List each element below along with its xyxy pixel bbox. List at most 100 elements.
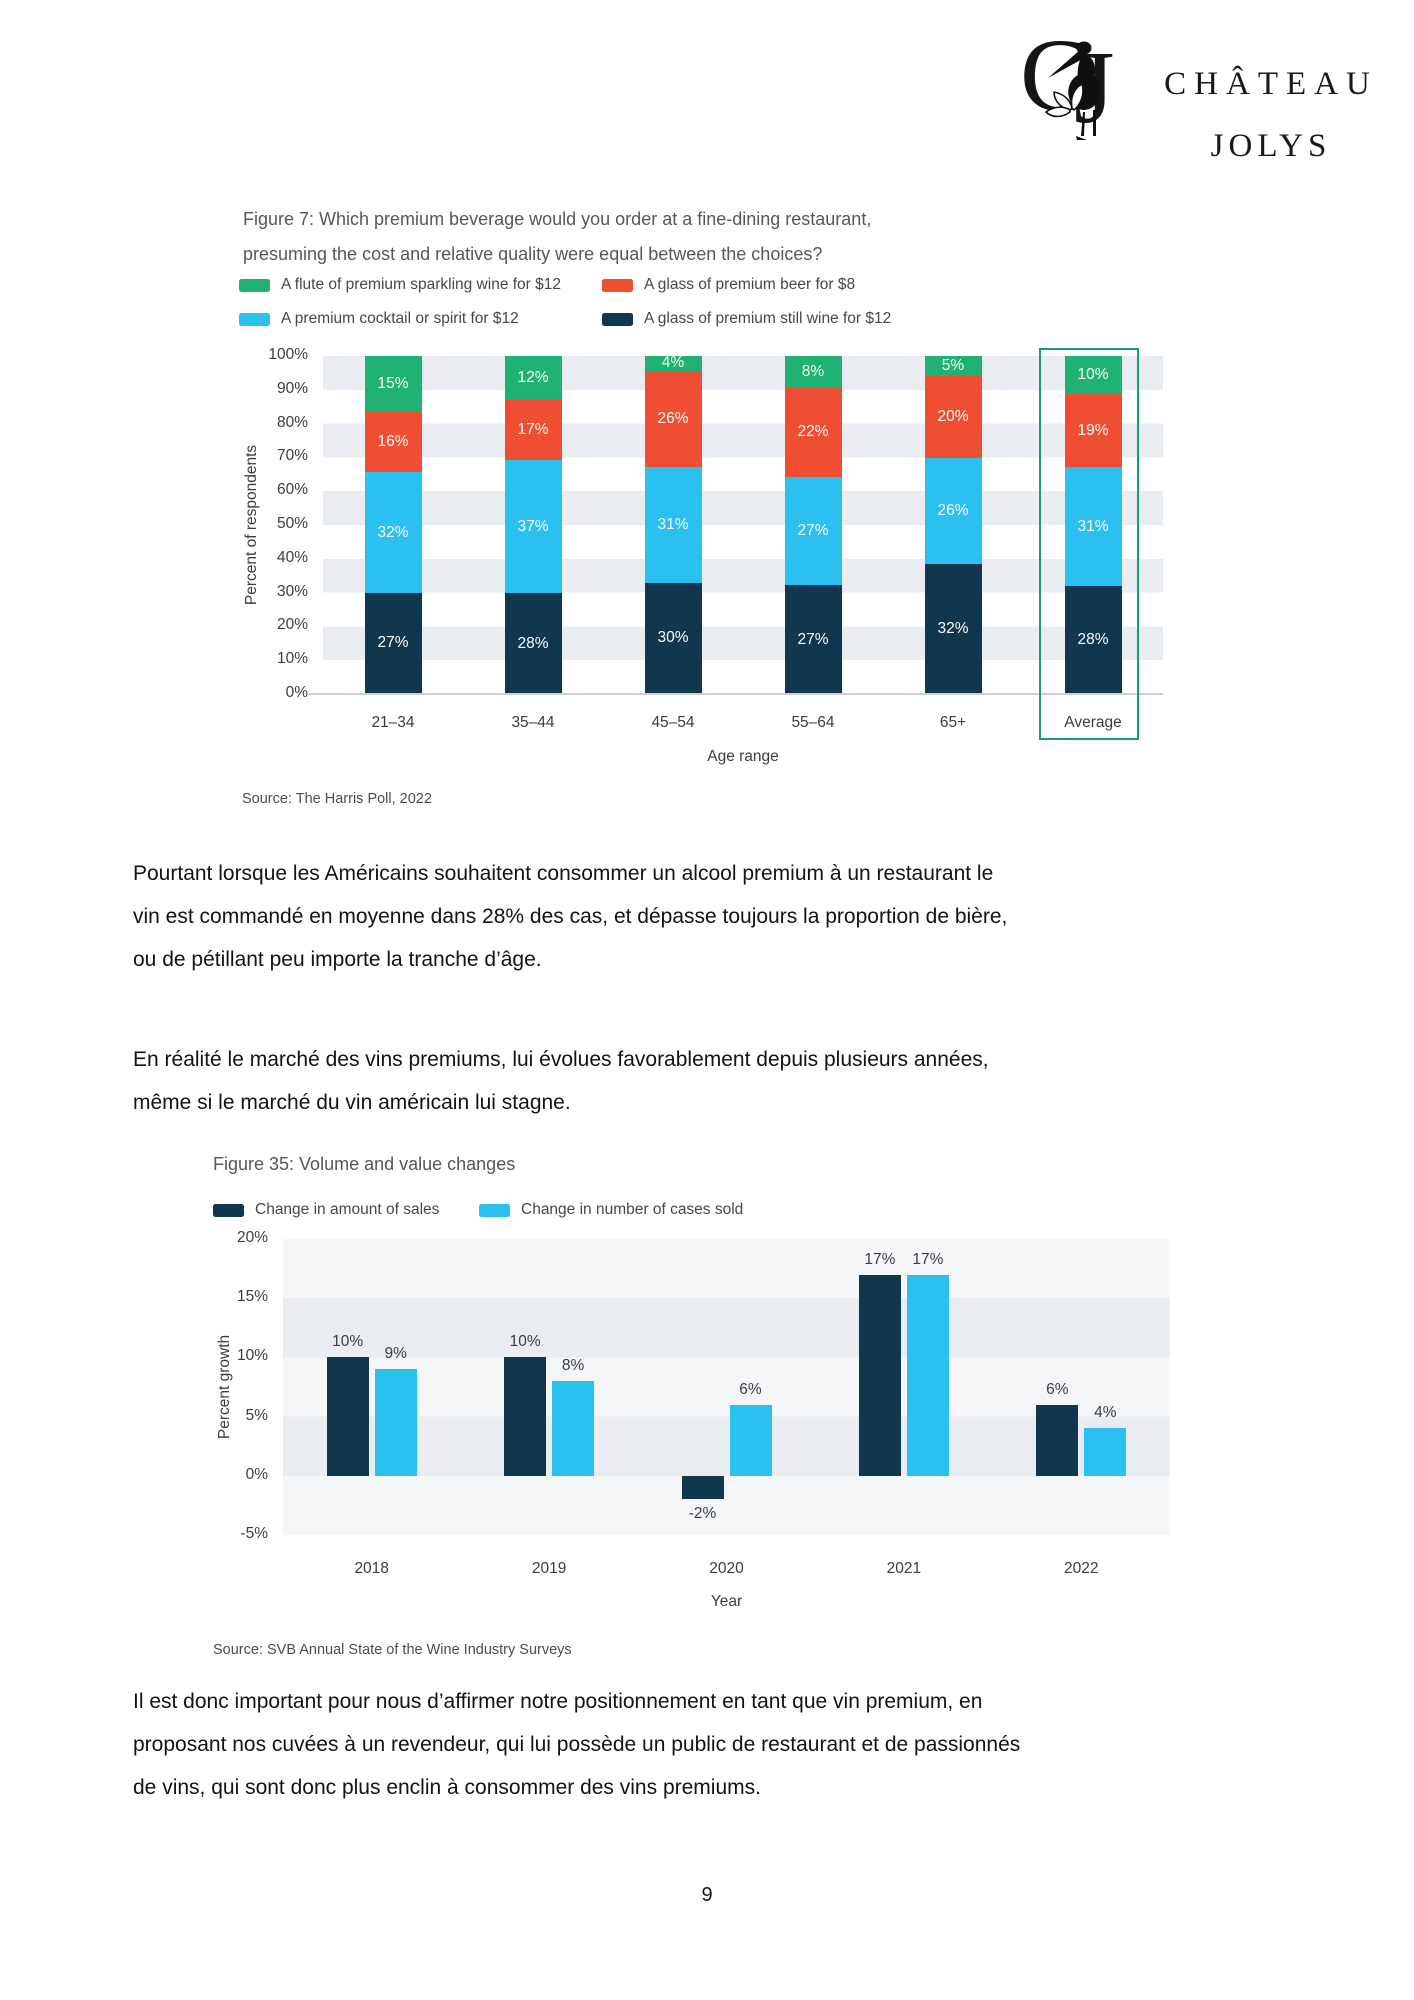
fig7-segment-value-label: 15% <box>377 375 409 393</box>
fig7-bar-segment: 5% <box>924 356 982 377</box>
fig7-ytick-label: 20% <box>276 616 308 634</box>
legend-item: A glass of premium beer for $8 <box>602 276 855 294</box>
legend-item: A glass of premium still wine for $12 <box>602 310 891 328</box>
fig7-bar-segment: 10% <box>1064 356 1122 395</box>
fig7-segment-value-label: 37% <box>517 517 549 535</box>
figure35-grouped-bar-chart: 20% 15% 10% 5% 0% -5% Percent growth 10% 9% 2018 1… <box>216 1229 1170 1610</box>
paragraph-line: Il est donc important pour nous d’affirm… <box>133 1690 983 1713</box>
fig7-segment-value-label: 31% <box>1077 517 1109 535</box>
figure7-legend: A flute of premium sparkling wine for $1… <box>239 276 1139 346</box>
paragraph-line: En réalité le marché des vins premiums, … <box>133 1048 989 1071</box>
fig7-segment-value-label: 4% <box>661 354 685 372</box>
figure35-source: Source: SVB Annual State of the Wine Ind… <box>213 1642 572 1658</box>
fig35-bar <box>906 1274 949 1476</box>
fig7-bar-segment: 32% <box>924 563 982 694</box>
fig35-value-label: 17% <box>864 1250 896 1268</box>
lotus-icon <box>1045 83 1084 118</box>
paragraph-line: ou de pétillant peu importe la tranche d… <box>133 948 542 971</box>
fig7-segment-value-label: 16% <box>377 433 409 451</box>
fig7-segment-value-label: 32% <box>377 523 409 541</box>
fig35-value-label: 9% <box>384 1345 407 1363</box>
fig7-bar-segment: 26% <box>924 457 982 564</box>
fig7-xtick-label: Average <box>1064 714 1122 731</box>
fig7-segment-value-label: 30% <box>657 629 689 647</box>
fig35-xtick-label: 2021 <box>886 1560 922 1577</box>
fig7-ytick-label: 70% <box>276 447 308 465</box>
chateau-jolys-logo: C J CHÂTEAU JOLYS <box>1024 26 1394 164</box>
fig7-segment-value-label: 31% <box>657 515 689 533</box>
fig7-ytick-label: 90% <box>276 379 308 397</box>
figure35-legend: Change in amount of sales Change in numbe… <box>213 1201 1113 1231</box>
fig35-bar <box>326 1357 369 1476</box>
fig7-ytick-label: 80% <box>276 413 308 431</box>
fig7-segment-value-label: 26% <box>937 501 969 519</box>
fig35-value-label: 6% <box>739 1380 762 1398</box>
fig7-ytick-label: 30% <box>276 582 308 600</box>
fig7-segment-value-label: 27% <box>377 634 409 652</box>
fig35-value-label: 4% <box>1094 1404 1117 1422</box>
logo-text-chateau: CHÂTEAU <box>1164 66 1378 102</box>
fig35-bar <box>504 1357 547 1476</box>
fig35-bar <box>858 1274 901 1476</box>
fig7-bar-segment: 8% <box>784 356 842 389</box>
fig7-xtick-label: 45–54 <box>651 714 695 731</box>
fig35-y-axis-title: Percent growth <box>216 1334 233 1440</box>
fig35-bar <box>1036 1404 1079 1476</box>
fig7-bar-segment: 26% <box>644 370 702 468</box>
fig35-value-label: 17% <box>912 1250 944 1268</box>
fig35-xtick-label: 2022 <box>1064 1560 1099 1577</box>
fig35-ytick-label: 20% <box>236 1229 268 1246</box>
fig7-bar-segment: 27% <box>784 585 842 694</box>
fig35-ytick-label: 0% <box>245 1465 268 1483</box>
fig7-segment-value-label: 17% <box>517 420 549 438</box>
fig7-bar-segment: 17% <box>504 399 562 461</box>
paragraph-line: vin est commandé en moyenne dans 28% des… <box>133 905 1008 928</box>
fig7-ytick-label: 60% <box>276 481 308 499</box>
fig7-segment-value-label: 26% <box>657 410 689 428</box>
fig35-value-label: 8% <box>561 1357 585 1375</box>
legend-swatch-icon <box>602 278 633 292</box>
fig35-bar <box>1084 1428 1127 1476</box>
legend-label: A premium cocktail or spirit for $12 <box>281 310 519 327</box>
legend-label: A glass of premium beer for $8 <box>644 276 856 293</box>
fig7-segment-value-label: 20% <box>937 408 969 426</box>
fig7-segment-value-label: 28% <box>517 634 549 652</box>
paragraph-3: Il est donc important pour nous d’affirm… <box>133 1680 1303 1809</box>
fig7-bar-segment: 32% <box>364 472 422 593</box>
fig35-bar <box>681 1475 724 1500</box>
fig7-bar-segment: 28% <box>1064 586 1122 694</box>
fig7-xtick-label: 21–34 <box>371 714 415 731</box>
fig7-segment-value-label: 32% <box>937 619 969 637</box>
page-number: 9 <box>701 1884 713 1906</box>
fig7-segment-value-label: 8% <box>801 363 825 381</box>
fig35-value-label: 6% <box>1046 1380 1069 1398</box>
fig7-bar-segment: 31% <box>1064 467 1122 587</box>
paragraph-line: Pourtant lorsque les Américains souhaite… <box>133 862 994 885</box>
paragraph-line: proposant nos cuvées à un revendeur, qui… <box>133 1733 1021 1756</box>
fig7-bar-segment: 22% <box>784 388 842 477</box>
paragraph-2: En réalité le marché des vins premiums, … <box>133 1038 1303 1124</box>
fig35-bar <box>729 1404 772 1476</box>
fig35-bar <box>552 1381 595 1476</box>
fig7-segment-value-label: 19% <box>1077 421 1109 439</box>
fig35-xtick-label: 2019 <box>531 1560 567 1577</box>
paragraph-1: Pourtant lorsque les Américains souhaite… <box>133 852 1303 981</box>
fig7-bar-segment: 15% <box>364 356 422 413</box>
fig35-value-label: -2% <box>688 1505 717 1523</box>
fig35-xtick-label: 2018 <box>354 1560 389 1577</box>
figure35-title: Figure 35: Volume and value changes <box>213 1154 516 1174</box>
legend-item: A flute of premium sparkling wine for $1… <box>239 276 561 294</box>
legend-label: A flute of premium sparkling wine for $1… <box>281 276 561 293</box>
fig7-segment-value-label: 10% <box>1077 366 1109 384</box>
fig7-segment-value-label: 5% <box>941 357 965 375</box>
fig7-ytick-label: 10% <box>276 650 308 668</box>
fig7-ytick-label: 100% <box>268 346 308 363</box>
fig7-bar-segment: 28% <box>504 593 562 694</box>
fig7-bar-segment: 30% <box>644 582 702 694</box>
legend-item: Change in amount of sales <box>213 1201 439 1219</box>
fig35-value-label: 10% <box>332 1333 364 1351</box>
fig35-x-axis-title: Year <box>710 1593 743 1610</box>
paragraph-line: de vins, qui sont donc plus enclin à con… <box>133 1776 761 1799</box>
fig7-ytick-label: 50% <box>276 515 308 532</box>
